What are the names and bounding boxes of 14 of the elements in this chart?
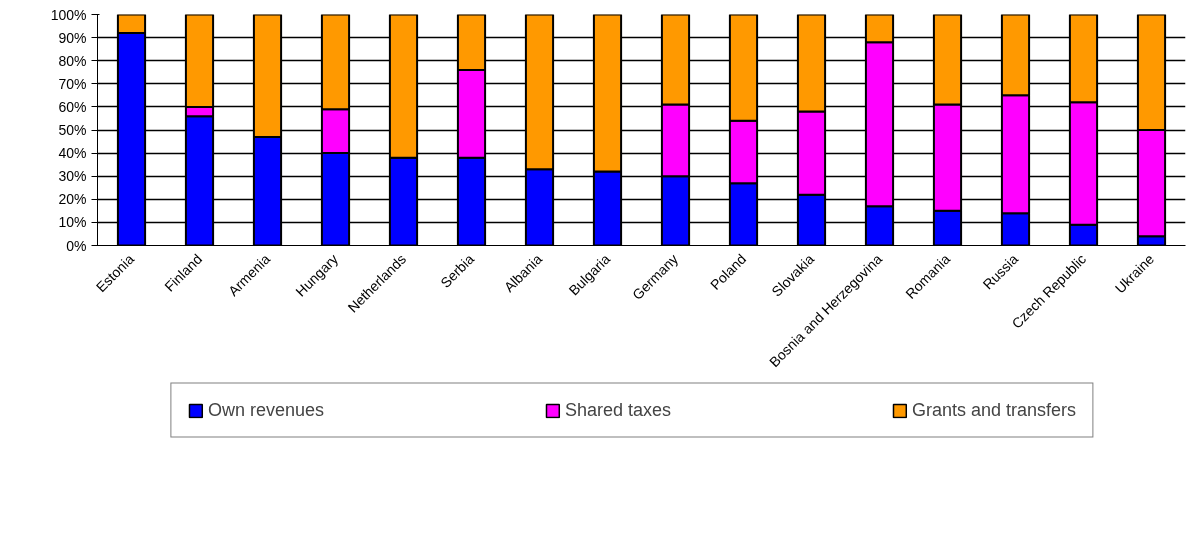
y-tick-label: 0% xyxy=(66,237,87,254)
y-tick-label: 60% xyxy=(58,98,87,115)
y-tick-label: 20% xyxy=(58,191,87,208)
y-tick-label: 70% xyxy=(58,75,87,92)
legend-label: Own revenues xyxy=(207,399,324,421)
y-tick-label: 80% xyxy=(58,52,87,69)
y-tick-label: 50% xyxy=(58,122,87,138)
y-tick-label: 100% xyxy=(50,6,87,23)
legend-label: Grants and transfers xyxy=(912,399,1077,421)
y-tick-label: 90% xyxy=(58,29,87,46)
y-tick-label: 40% xyxy=(58,145,87,162)
legend-label: Shared taxes xyxy=(564,399,672,421)
y-tick-label: 30% xyxy=(58,168,87,185)
y-tick-label: 10% xyxy=(58,214,87,231)
